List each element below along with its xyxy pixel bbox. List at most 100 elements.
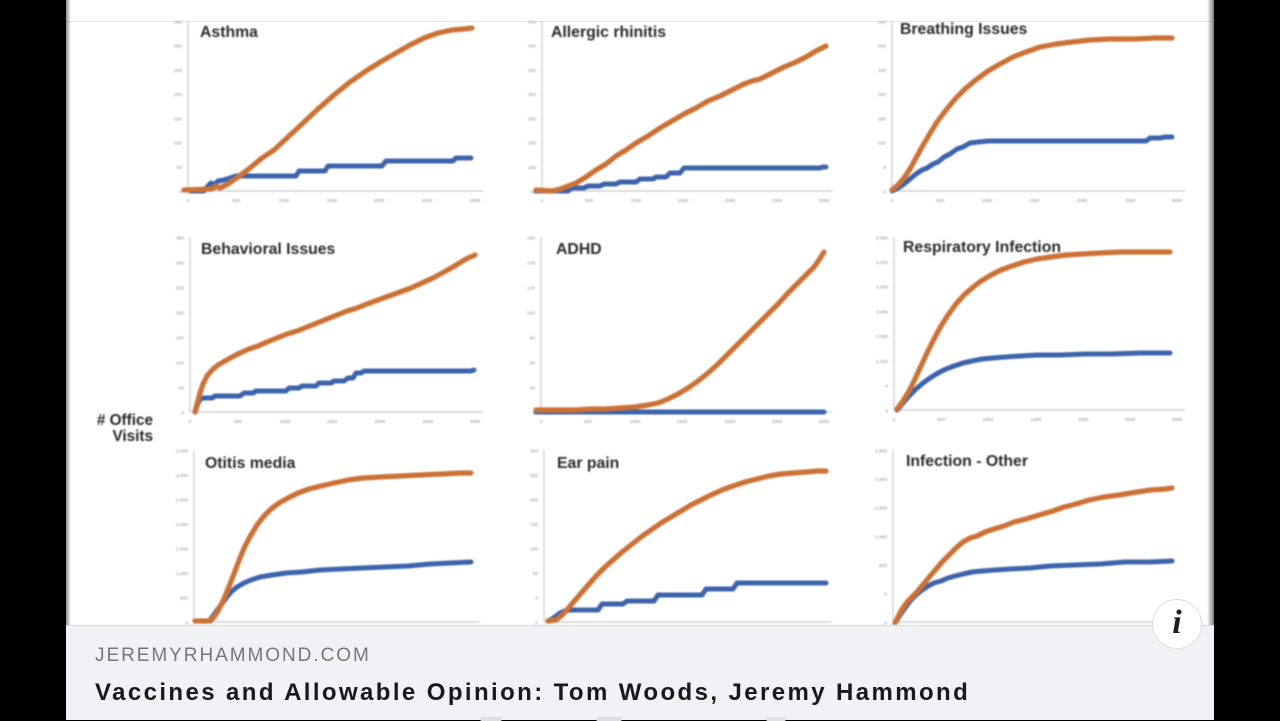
svg-text:0: 0 bbox=[884, 592, 887, 598]
svg-text:0: 0 bbox=[535, 596, 538, 602]
svg-text:500: 500 bbox=[585, 198, 593, 204]
svg-text:1500: 1500 bbox=[678, 198, 689, 204]
svg-text:200: 200 bbox=[176, 310, 184, 316]
svg-text:500: 500 bbox=[878, 44, 886, 50]
svg-text:0: 0 bbox=[893, 417, 896, 423]
svg-text:Asthma: Asthma bbox=[200, 24, 258, 41]
svg-text:150: 150 bbox=[528, 165, 536, 171]
svg-text:120: 120 bbox=[527, 285, 535, 291]
svg-text:40: 40 bbox=[530, 385, 536, 391]
svg-text:1500: 1500 bbox=[677, 419, 688, 425]
svg-text:2000: 2000 bbox=[374, 198, 385, 204]
svg-text:Otitis media: Otitis media bbox=[205, 455, 296, 472]
svg-text:1,000: 1,000 bbox=[875, 534, 887, 540]
svg-text:500: 500 bbox=[879, 563, 887, 569]
svg-text:3,000: 3,000 bbox=[176, 473, 188, 479]
svg-text:350: 350 bbox=[174, 21, 182, 25]
svg-text:1000: 1000 bbox=[280, 419, 291, 425]
svg-text:50: 50 bbox=[177, 165, 183, 171]
svg-text:2500: 2500 bbox=[772, 419, 783, 425]
svg-text:500: 500 bbox=[234, 419, 242, 425]
svg-text:4,000: 4,000 bbox=[876, 285, 888, 291]
svg-text:6,000: 6,000 bbox=[876, 235, 888, 241]
svg-text:0: 0 bbox=[885, 384, 888, 390]
svg-text:50: 50 bbox=[179, 385, 185, 391]
svg-text:60: 60 bbox=[530, 360, 536, 366]
svg-text:3000: 3000 bbox=[1172, 417, 1183, 423]
svg-text:300: 300 bbox=[878, 92, 886, 98]
svg-text:500: 500 bbox=[584, 419, 592, 425]
svg-text:150: 150 bbox=[174, 116, 182, 122]
svg-text:2,500: 2,500 bbox=[176, 497, 188, 503]
svg-text:2,000: 2,000 bbox=[176, 522, 188, 528]
svg-text:100: 100 bbox=[174, 141, 182, 147]
svg-text:300: 300 bbox=[528, 92, 536, 98]
svg-text:0: 0 bbox=[883, 189, 886, 195]
svg-text:450: 450 bbox=[528, 21, 536, 25]
svg-text:1000: 1000 bbox=[631, 198, 642, 204]
svg-text:1000: 1000 bbox=[983, 417, 994, 423]
svg-text:2000: 2000 bbox=[375, 419, 386, 425]
svg-text:2000: 2000 bbox=[1078, 417, 1089, 423]
svg-text:300: 300 bbox=[174, 44, 182, 50]
svg-text:300: 300 bbox=[530, 448, 538, 454]
svg-text:1000: 1000 bbox=[279, 198, 290, 204]
svg-text:3000: 3000 bbox=[470, 419, 481, 425]
svg-text:Respiratory Infection: Respiratory Infection bbox=[903, 239, 1061, 256]
svg-text:200: 200 bbox=[528, 141, 536, 147]
svg-text:1000: 1000 bbox=[630, 419, 641, 425]
svg-text:0: 0 bbox=[884, 620, 887, 625]
svg-text:1500: 1500 bbox=[327, 419, 338, 425]
svg-text:1,500: 1,500 bbox=[176, 547, 188, 553]
svg-text:0: 0 bbox=[541, 198, 544, 204]
svg-text:0: 0 bbox=[181, 410, 184, 416]
svg-text:350: 350 bbox=[176, 235, 184, 241]
svg-text:200: 200 bbox=[530, 497, 538, 503]
svg-text:500: 500 bbox=[232, 198, 240, 204]
svg-text:1500: 1500 bbox=[327, 198, 338, 204]
svg-text:3000: 3000 bbox=[819, 419, 830, 425]
svg-text:1000: 1000 bbox=[982, 198, 993, 204]
svg-text:140: 140 bbox=[527, 260, 535, 266]
svg-text:250: 250 bbox=[174, 68, 182, 74]
svg-text:2500: 2500 bbox=[1125, 417, 1136, 423]
svg-text:Breathing Issues: Breathing Issues bbox=[900, 21, 1028, 38]
svg-text:ADHD: ADHD bbox=[556, 241, 602, 258]
svg-text:0: 0 bbox=[540, 419, 543, 425]
svg-text:350: 350 bbox=[528, 68, 536, 74]
svg-text:250: 250 bbox=[528, 116, 536, 122]
svg-text:2,500: 2,500 bbox=[875, 448, 887, 454]
svg-text:1500: 1500 bbox=[1031, 417, 1042, 423]
svg-text:2500: 2500 bbox=[423, 419, 434, 425]
svg-text:2000: 2000 bbox=[725, 198, 736, 204]
svg-text:250: 250 bbox=[878, 116, 886, 122]
svg-text:250: 250 bbox=[176, 285, 184, 291]
svg-text:100: 100 bbox=[527, 310, 535, 316]
svg-text:3000: 3000 bbox=[470, 198, 481, 204]
svg-text:2500: 2500 bbox=[1125, 198, 1136, 204]
svg-text:Infection - Other: Infection - Other bbox=[906, 453, 1028, 470]
svg-text:1,000: 1,000 bbox=[176, 571, 188, 577]
svg-text:0: 0 bbox=[891, 198, 894, 204]
svg-text:Allergic rhinitis: Allergic rhinitis bbox=[551, 24, 666, 41]
svg-text:400: 400 bbox=[878, 68, 886, 74]
svg-text:0: 0 bbox=[535, 620, 538, 625]
svg-text:Visits: Visits bbox=[112, 428, 153, 445]
svg-text:3,000: 3,000 bbox=[876, 309, 888, 315]
svg-text:2500: 2500 bbox=[422, 198, 433, 204]
svg-text:400: 400 bbox=[528, 44, 536, 50]
svg-text:2000: 2000 bbox=[725, 419, 736, 425]
svg-text:160: 160 bbox=[527, 235, 535, 241]
svg-text:100: 100 bbox=[176, 360, 184, 366]
svg-text:0: 0 bbox=[885, 408, 888, 414]
svg-text:150: 150 bbox=[530, 522, 538, 528]
svg-text:50: 50 bbox=[533, 571, 539, 577]
svg-text:1500: 1500 bbox=[1029, 198, 1040, 204]
svg-text:Behavioral Issues: Behavioral Issues bbox=[201, 241, 336, 258]
svg-text:100: 100 bbox=[530, 547, 538, 553]
svg-text:500: 500 bbox=[937, 417, 945, 423]
svg-text:50: 50 bbox=[531, 189, 537, 195]
svg-text:# Office: # Office bbox=[97, 412, 153, 429]
svg-text:0: 0 bbox=[187, 198, 190, 204]
svg-text:2000: 2000 bbox=[1077, 198, 1088, 204]
